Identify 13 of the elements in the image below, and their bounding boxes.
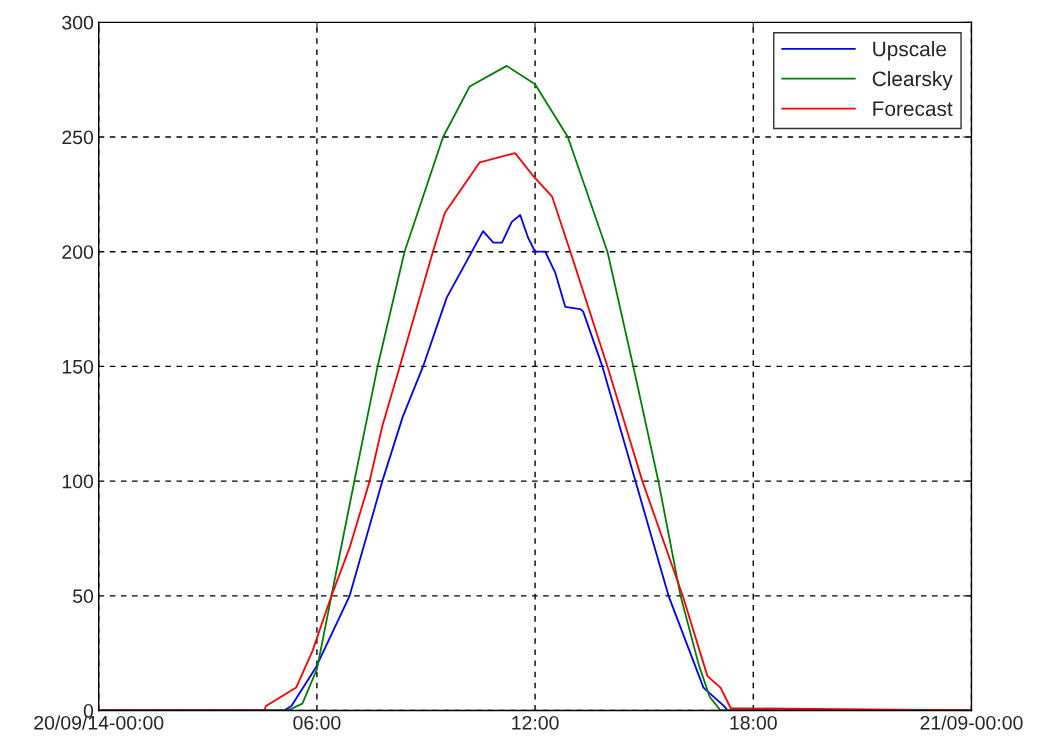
x-tick-label: 21/09-00:00 bbox=[920, 715, 1023, 730]
y-tick-label: 250 bbox=[62, 130, 94, 145]
legend-label: Upscale bbox=[873, 41, 947, 61]
y-tick-label: 300 bbox=[62, 15, 94, 30]
y-tick-label: 50 bbox=[73, 589, 94, 604]
x-tick-label: 06:00 bbox=[293, 715, 341, 730]
x-tick-label: 12:00 bbox=[512, 715, 559, 730]
y-tick-label: 200 bbox=[62, 245, 94, 259]
legend-label: Forecast bbox=[873, 101, 953, 117]
y-tick-label: 100 bbox=[62, 474, 94, 489]
y-tick-label: 150 bbox=[62, 359, 94, 374]
legend-label: Clearsky bbox=[872, 70, 953, 91]
x-tick-label: 18:00 bbox=[730, 715, 777, 730]
